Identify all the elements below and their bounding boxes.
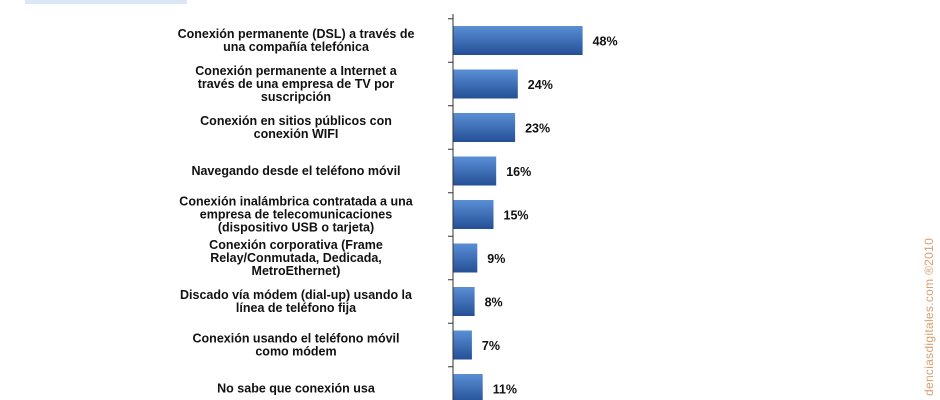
bar xyxy=(453,26,583,55)
category-label-line: Conexión inalámbrica contratada a una xyxy=(179,195,413,209)
category-label-line: Conexión permanente (DSL) a través de xyxy=(178,27,415,41)
bar xyxy=(453,374,483,400)
category-label: Conexión permanente a Internet a través d… xyxy=(195,64,397,104)
data-label: 11% xyxy=(493,383,517,397)
bar xyxy=(453,156,497,186)
category-label-line: Conexión usando el teléfono móvil xyxy=(193,332,400,346)
category-label-line: través de una empresa de TV por xyxy=(198,77,395,91)
category-label: Conexión inalámbrica contratada a una emp… xyxy=(179,195,413,235)
category-label: Discado vía módem (dial-up) usando la lín… xyxy=(180,288,413,315)
watermark-text: denciasdigitales.com ®2010 xyxy=(922,237,936,396)
bar xyxy=(453,200,494,229)
bar xyxy=(453,330,472,360)
data-label: 23% xyxy=(525,122,550,136)
category-label-line: una compañía telefónica xyxy=(223,40,370,54)
bar xyxy=(453,113,516,142)
category-label-line: empresa de telecomunicaciones xyxy=(200,208,392,222)
category-label-line: Conexión en sitios públicos con xyxy=(200,114,392,128)
category-label: Conexión corporativa (Frame Relay/Conmuta… xyxy=(209,238,383,278)
category-label: Conexión usando el teléfono móvil como mó… xyxy=(193,332,400,359)
data-label: 48% xyxy=(593,35,618,49)
category-label-line: Discado vía módem (dial-up) usando la xyxy=(180,288,413,302)
category-label-line: Navegando desde el teléfono móvil xyxy=(191,164,400,178)
data-label: 24% xyxy=(528,78,553,92)
bar xyxy=(453,69,518,99)
category-label-line: conexión WIFI xyxy=(254,127,339,141)
category-label-line: Conexión corporativa (Frame xyxy=(209,238,383,252)
category-label: Navegando desde el teléfono móvil xyxy=(191,164,400,178)
data-label: 8% xyxy=(485,296,503,310)
data-label: 7% xyxy=(482,339,500,353)
category-label-line: Relay/Conmutada, Dedicada, xyxy=(210,251,382,265)
category-label-line: Conexión permanente a Internet a xyxy=(195,64,397,78)
category-label-line: (dispositivo USB o tarjeta) xyxy=(218,221,374,235)
data-label: 15% xyxy=(504,209,529,223)
category-label-line: como módem xyxy=(255,345,336,359)
category-label-line: línea de teléfono fija xyxy=(236,301,357,315)
bar xyxy=(453,243,478,273)
category-label-line: No sabe que conexión usa xyxy=(217,382,376,396)
category-label: Conexión permanente (DSL) a través de una… xyxy=(178,27,415,54)
data-label: 9% xyxy=(487,252,505,266)
data-label: 16% xyxy=(506,165,531,179)
top-accent-bar xyxy=(25,0,187,4)
category-label-line: suscripción xyxy=(261,90,331,104)
category-label: No sabe que conexión usa xyxy=(217,382,376,396)
category-label: Conexión en sitios públicos con conexión … xyxy=(200,114,392,141)
category-label-line: MetroEthernet) xyxy=(252,264,341,278)
bar xyxy=(453,287,475,316)
